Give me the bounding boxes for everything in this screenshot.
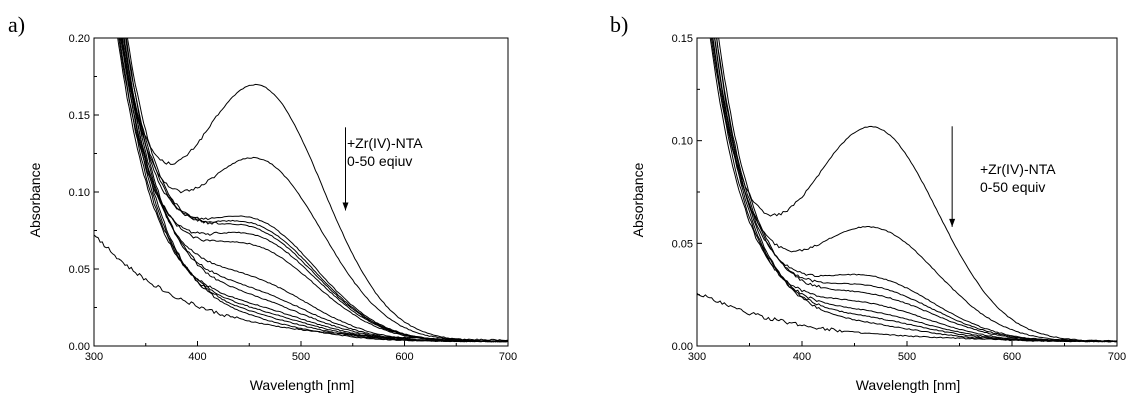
y-tick-label: 0.00 xyxy=(672,341,693,353)
panel-b-x-axis-title: Wavelength [nm] xyxy=(856,377,961,393)
panel-a-y-axis-title: Absorbance xyxy=(27,162,43,237)
panel-a-curves xyxy=(94,38,508,343)
y-tick-label: 0.00 xyxy=(69,341,90,353)
spectrum-curve xyxy=(123,38,508,343)
panel-a-annotation-line-2: 0-50 eqiuv xyxy=(347,153,412,169)
y-tick-label: 0.10 xyxy=(672,136,693,148)
panel-b-annotation-line-2: 0-50 equiv xyxy=(980,179,1045,195)
panel-a-x-axis-title: Wavelength [nm] xyxy=(250,377,355,393)
arrow-head xyxy=(342,202,349,211)
y-tick-label: 0.15 xyxy=(69,110,90,122)
y-tick-label: 0.10 xyxy=(69,187,90,199)
panel-a-plot-frame xyxy=(93,37,509,347)
spectrum-curve xyxy=(712,38,1117,343)
x-tick-label: 600 xyxy=(395,351,413,363)
panel-b-curves xyxy=(697,38,1117,343)
x-tick-label: 600 xyxy=(1003,351,1021,363)
baseline-curve xyxy=(94,234,508,342)
panel-a: a) Absorbance Wavelength [nm] +Zr(IV)-NT… xyxy=(8,12,518,393)
panel-b-label: b) xyxy=(610,12,628,37)
x-tick-label: 700 xyxy=(1108,351,1126,363)
panel-b-annotation-line-1: +Zr(IV)-NTA xyxy=(980,161,1056,177)
arrow-head xyxy=(949,218,956,227)
x-tick-label: 500 xyxy=(898,351,916,363)
spectrum-curve xyxy=(125,38,508,343)
x-tick-label: 500 xyxy=(292,351,310,363)
panel-a-arrow xyxy=(342,127,349,211)
panel-a-ticks: 300 400 500 600 700 0.00 0.05 0.10 0.15 0.20 xyxy=(69,33,518,363)
spectrum-curve xyxy=(710,38,1117,342)
panel-b: b) Absorbance Wavelength [nm] +Zr(IV)-NT… xyxy=(610,12,1127,393)
x-tick-label: 300 xyxy=(85,351,103,363)
y-tick-label: 0.20 xyxy=(69,33,90,45)
spectrum-curve xyxy=(716,38,1117,343)
panel-a-label: a) xyxy=(8,12,25,37)
spectrum-curve xyxy=(120,38,508,343)
y-tick-label: 0.15 xyxy=(672,33,693,45)
panel-b-arrow xyxy=(949,126,956,227)
baseline-curve xyxy=(697,292,1117,342)
y-tick-label: 0.05 xyxy=(69,264,90,276)
x-tick-label: 400 xyxy=(793,351,811,363)
panel-b-ticks: 300 400 500 600 700 0.00 0.05 0.10 0.15 xyxy=(672,33,1127,363)
spectrum-curve xyxy=(716,38,1117,343)
x-tick-label: 700 xyxy=(499,351,517,363)
panel-b-y-axis-title: Absorbance xyxy=(630,162,646,237)
panel-a-annotation-line-1: +Zr(IV)-NTA xyxy=(347,135,423,151)
x-tick-label: 400 xyxy=(188,351,206,363)
panel-b-plot-frame xyxy=(696,37,1118,347)
y-tick-label: 0.05 xyxy=(672,238,693,250)
x-tick-label: 300 xyxy=(688,351,706,363)
